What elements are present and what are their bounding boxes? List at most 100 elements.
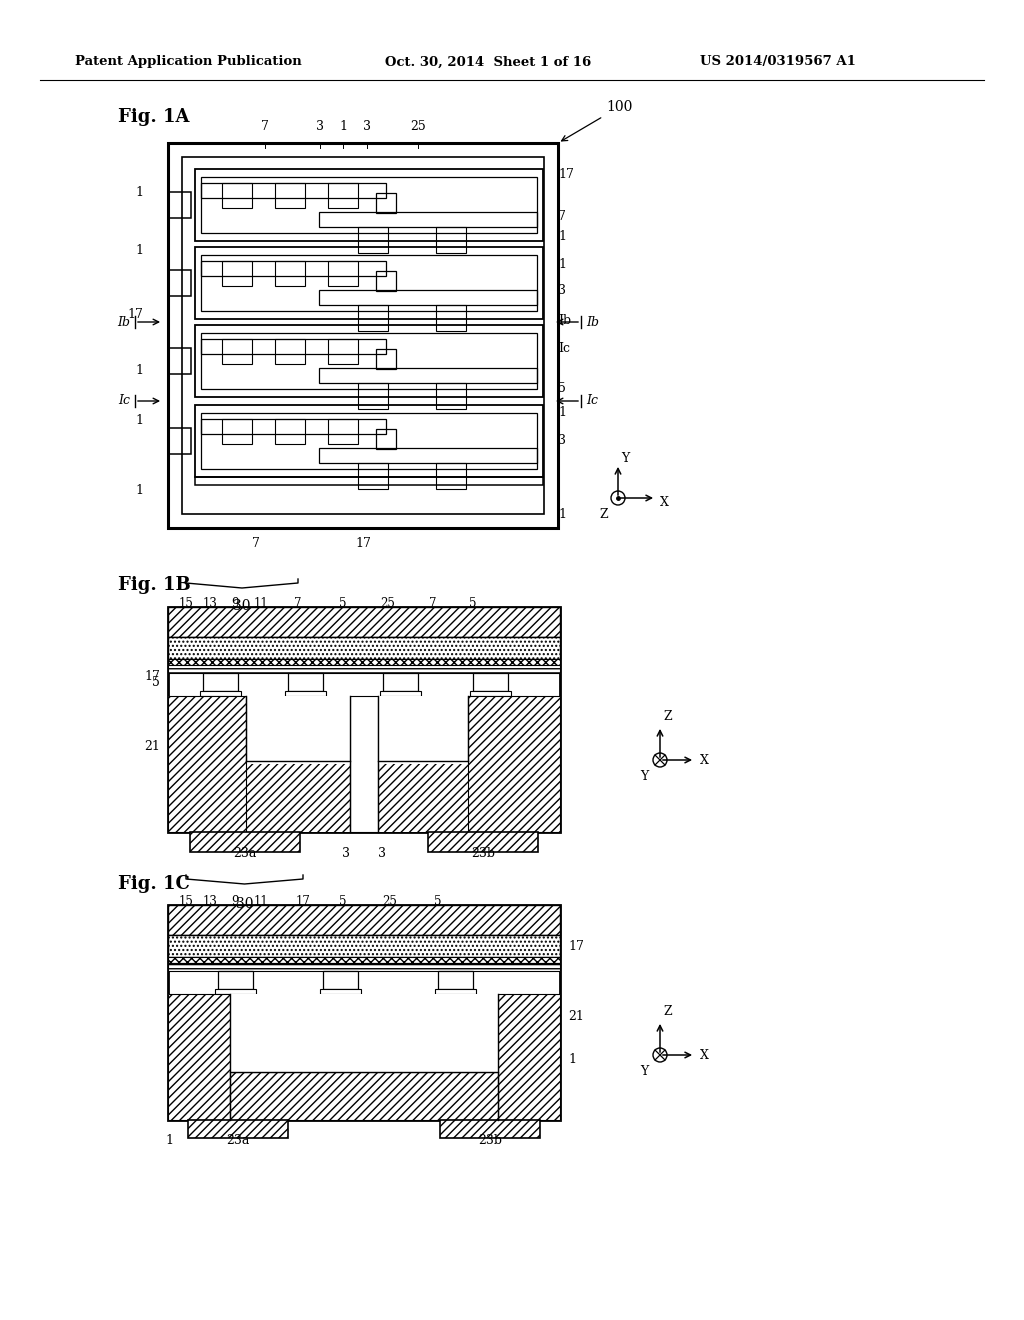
Bar [168, 143, 558, 528]
Text: 15: 15 [178, 895, 194, 908]
Text: 3: 3 [342, 847, 350, 861]
Text: Ic: Ic [118, 395, 130, 408]
Bar [169, 428, 191, 454]
Bar [328, 260, 358, 286]
Bar [222, 418, 252, 444]
Bar [169, 348, 191, 374]
Text: Z: Z [599, 508, 608, 521]
Text: 5: 5 [339, 895, 347, 908]
Bar [285, 690, 326, 696]
Bar [168, 994, 560, 1119]
Bar [230, 994, 498, 1072]
Text: Ic: Ic [586, 395, 598, 408]
Text: 30: 30 [236, 898, 253, 911]
Bar [168, 607, 560, 832]
Bar [182, 157, 544, 513]
Text: 7: 7 [252, 537, 260, 550]
Text: X: X [700, 1049, 709, 1063]
Text: 1: 1 [165, 1134, 173, 1147]
Text: 3: 3 [362, 120, 371, 133]
Bar [222, 182, 252, 207]
Text: 17: 17 [144, 669, 160, 682]
Bar [168, 935, 560, 957]
Bar [243, 696, 350, 764]
Bar [168, 906, 560, 1119]
Bar [274, 418, 305, 444]
Text: 15: 15 [178, 597, 194, 610]
Text: 1: 1 [558, 508, 566, 521]
Bar [195, 405, 543, 477]
Bar [195, 477, 543, 484]
Text: 1: 1 [135, 413, 143, 426]
Text: US 2014/0319567 A1: US 2014/0319567 A1 [700, 55, 856, 69]
Text: 7: 7 [294, 597, 302, 610]
Bar [188, 1119, 288, 1138]
Text: 21: 21 [144, 741, 160, 752]
Text: 5: 5 [153, 676, 160, 689]
Text: Y: Y [621, 451, 630, 465]
Text: 13: 13 [203, 597, 217, 610]
Text: Ib: Ib [117, 315, 130, 329]
Bar [435, 383, 466, 409]
Bar [380, 690, 421, 696]
Text: 1: 1 [135, 483, 143, 496]
Bar [169, 271, 191, 296]
Bar [468, 696, 560, 832]
Bar [357, 383, 388, 409]
Bar [168, 638, 560, 659]
Bar [378, 696, 471, 764]
Bar [498, 994, 560, 1119]
Text: Fig. 1A: Fig. 1A [118, 108, 189, 125]
Bar [435, 227, 466, 252]
Bar [435, 989, 476, 994]
Bar [376, 271, 395, 292]
Bar [470, 690, 511, 696]
Bar [473, 673, 508, 690]
Text: 9: 9 [231, 597, 239, 610]
Text: 7: 7 [429, 597, 437, 610]
Text: 5: 5 [339, 597, 347, 610]
Bar [168, 957, 560, 964]
Bar [328, 339, 358, 364]
Bar [328, 182, 358, 207]
Text: 1: 1 [558, 407, 566, 420]
Text: 25: 25 [411, 120, 426, 133]
Bar [201, 418, 386, 434]
Text: X: X [700, 754, 709, 767]
Bar [328, 418, 358, 444]
Text: 25: 25 [383, 895, 397, 908]
Bar [318, 447, 537, 463]
Bar [215, 989, 256, 994]
Bar [230, 1072, 498, 1119]
Text: Y: Y [640, 1065, 648, 1078]
Bar [195, 169, 543, 242]
Bar [383, 673, 418, 690]
Bar [357, 227, 388, 252]
Text: Z: Z [663, 1005, 672, 1018]
Bar [201, 339, 386, 354]
Bar [438, 972, 473, 989]
Bar [428, 832, 538, 851]
Bar [168, 665, 560, 673]
Text: 3: 3 [558, 284, 566, 297]
Bar [323, 972, 358, 989]
Bar [318, 368, 537, 383]
Text: X: X [660, 495, 669, 508]
Text: 1: 1 [135, 363, 143, 376]
Text: 1: 1 [558, 231, 566, 243]
Bar [318, 289, 537, 305]
Text: 23b: 23b [471, 847, 495, 861]
Bar [201, 182, 386, 198]
Text: Z: Z [663, 710, 672, 723]
Bar [357, 463, 388, 488]
Text: 11: 11 [254, 895, 268, 908]
Text: 17: 17 [568, 940, 584, 953]
Bar [203, 673, 238, 690]
Text: Ic: Ic [558, 342, 570, 355]
Text: 100: 100 [561, 100, 633, 141]
Bar [201, 260, 386, 276]
Bar [168, 607, 560, 638]
Text: 17: 17 [127, 309, 143, 322]
Bar [195, 325, 543, 397]
Bar [288, 673, 323, 690]
